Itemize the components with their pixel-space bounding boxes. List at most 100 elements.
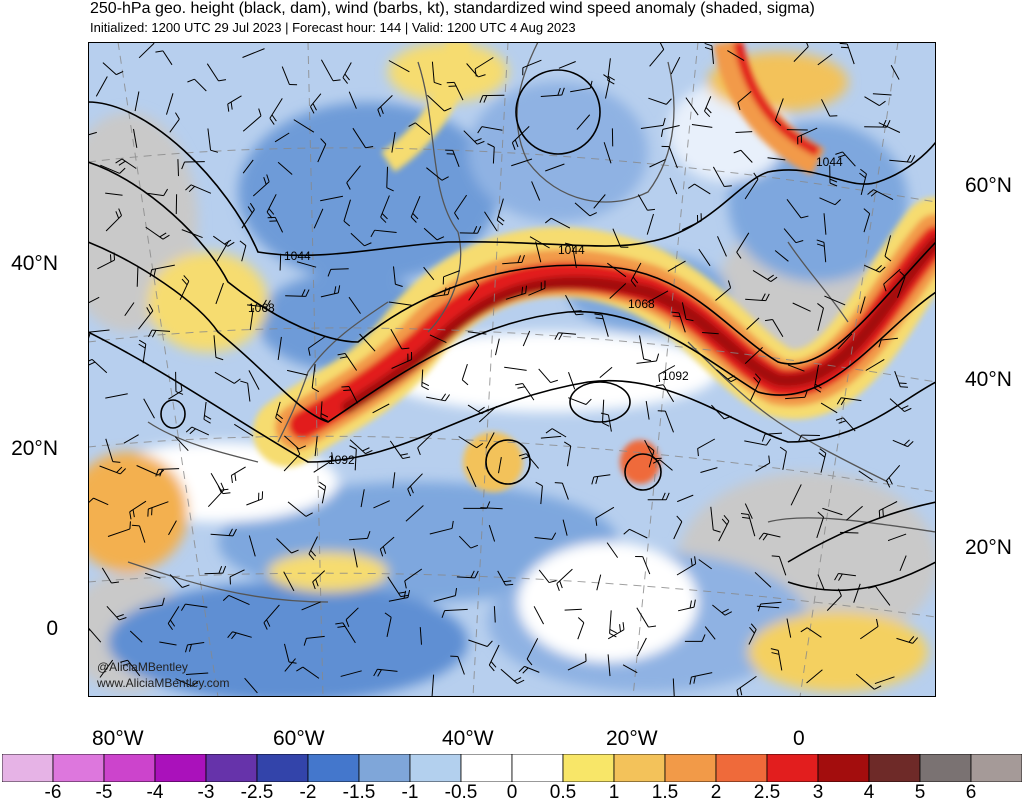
colorbar-swatch xyxy=(358,754,411,782)
wind-barb xyxy=(824,295,846,306)
anomaly-blue xyxy=(108,582,468,697)
wind-barb xyxy=(458,535,479,549)
wind-barb xyxy=(313,208,324,229)
colorbar xyxy=(2,754,1022,782)
wind-barb xyxy=(138,339,147,364)
wind-barb xyxy=(230,466,246,484)
wind-barb xyxy=(348,91,357,109)
wind-barb xyxy=(102,62,124,76)
wind-barb xyxy=(744,172,759,200)
wind-barb xyxy=(897,271,906,298)
weather-map: 1044 1068 1092 1044 1068 1092 1044 xyxy=(88,42,936,697)
wind-barb xyxy=(349,439,373,455)
colorbar-swatch xyxy=(613,754,666,782)
wind-barb xyxy=(227,95,242,112)
wind-barb xyxy=(529,236,550,249)
wind-barb xyxy=(360,489,365,508)
wind-barb xyxy=(863,208,871,233)
credit-site: www.AliciaMBentley.com xyxy=(97,676,230,690)
wind-barb xyxy=(350,232,372,247)
wind-barb xyxy=(817,53,833,66)
wind-barb xyxy=(463,130,485,145)
contour-cutoff-low xyxy=(485,439,531,485)
wind-barb xyxy=(704,626,716,640)
wind-barb xyxy=(820,402,838,414)
wind-barb xyxy=(247,299,271,308)
wind-barb xyxy=(340,670,362,677)
wind-barb xyxy=(423,266,435,281)
wind-barb xyxy=(234,423,254,437)
wind-barb xyxy=(670,56,681,75)
wind-barb xyxy=(522,59,542,76)
wind-barb xyxy=(761,432,783,442)
wind-barb xyxy=(774,98,784,126)
wind-barb xyxy=(301,601,321,611)
wind-barb xyxy=(770,648,783,671)
wind-barb xyxy=(427,94,452,112)
wind-barb xyxy=(744,347,763,364)
colorbar-label: -0.5 xyxy=(444,782,478,803)
lon-label: 60°W xyxy=(273,727,325,750)
wind-barb xyxy=(818,448,827,473)
contour-1068 xyxy=(88,161,936,365)
wind-barb xyxy=(484,211,498,232)
wind-barb xyxy=(308,536,318,561)
wind-barb xyxy=(834,573,856,581)
wind-barb xyxy=(526,638,539,666)
wind-barb xyxy=(544,217,571,229)
wind-barb xyxy=(429,286,451,298)
wind-barb xyxy=(320,285,341,298)
wind-barb xyxy=(215,282,224,305)
contour-cutoff-low xyxy=(515,69,601,155)
contour-label: 1092 xyxy=(662,369,689,383)
wind-barb xyxy=(736,232,750,259)
wind-barb xyxy=(133,128,138,148)
wind-barb xyxy=(767,157,786,161)
wind-barb xyxy=(593,194,606,209)
wind-barb xyxy=(423,227,445,241)
wind-barb xyxy=(622,664,638,674)
lat-label-right: 20°N xyxy=(965,536,1012,559)
wind-barb xyxy=(463,501,491,509)
wind-barb xyxy=(441,608,468,618)
wind-barb xyxy=(244,677,258,694)
wind-barb xyxy=(426,393,450,402)
anomaly-yellow xyxy=(268,552,388,592)
wind-barb xyxy=(266,194,277,219)
wind-barb xyxy=(159,641,177,646)
wind-barb xyxy=(669,177,678,195)
lon-label: 80°W xyxy=(92,727,144,750)
contour-1092 xyxy=(88,241,936,423)
wind-barb xyxy=(227,631,252,640)
wind-barb xyxy=(685,97,699,116)
wind-barb xyxy=(335,622,356,644)
wind-barb xyxy=(609,283,627,299)
wind-barb xyxy=(672,678,675,697)
wind-barb xyxy=(461,363,469,386)
wind-barb xyxy=(180,603,208,611)
wind-barb xyxy=(105,393,128,399)
wind-barb xyxy=(320,401,329,422)
lat-label-left: 40°N xyxy=(11,252,58,275)
wind-barb xyxy=(744,438,772,446)
wind-barb xyxy=(712,604,732,616)
wind-barb xyxy=(540,87,565,97)
lat-label-right: 40°N xyxy=(965,368,1012,391)
wind-barb xyxy=(467,404,489,415)
wind-barb xyxy=(477,126,503,134)
wind-barb xyxy=(677,599,696,612)
wind-barb xyxy=(673,515,683,540)
wind-barb xyxy=(855,673,882,690)
wind-barb xyxy=(836,397,862,406)
wind-barb xyxy=(283,571,295,592)
wind-barb xyxy=(606,542,619,558)
wind-barb xyxy=(823,213,827,235)
wind-barb xyxy=(556,568,573,591)
wind-barb xyxy=(281,66,298,86)
colorbar-swatch xyxy=(103,754,156,782)
wind-barb xyxy=(607,262,627,278)
wind-barb xyxy=(647,290,669,303)
wind-barb xyxy=(568,397,592,405)
wind-barb xyxy=(353,548,358,568)
wind-barb xyxy=(661,145,678,169)
